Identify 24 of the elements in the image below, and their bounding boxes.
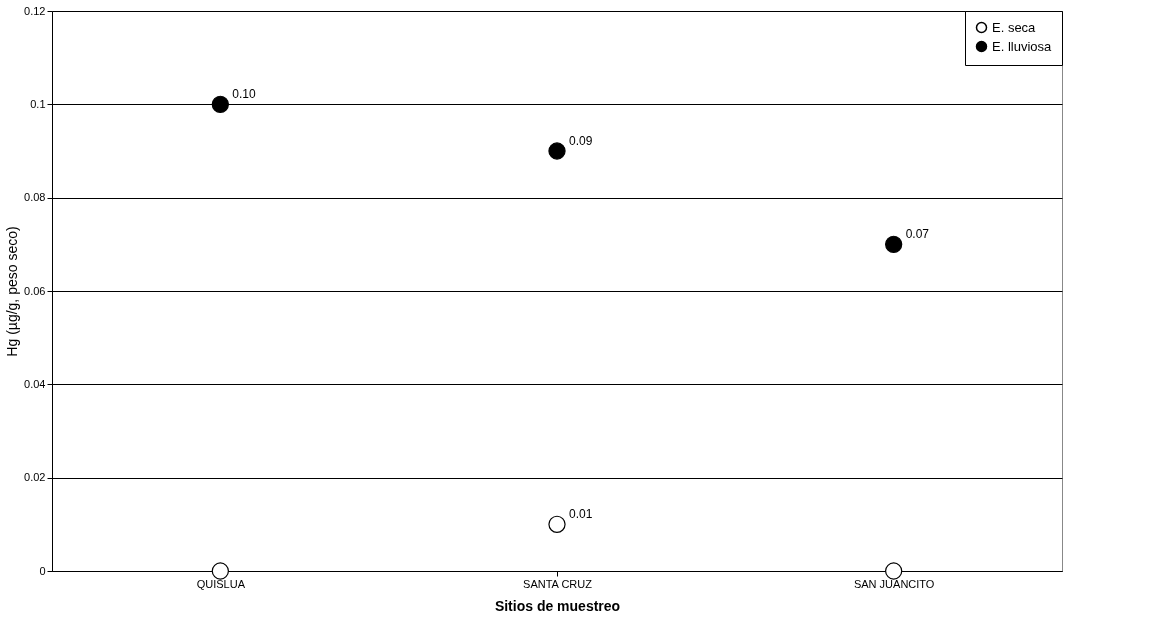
y-tick-label: 0 (39, 564, 46, 577)
data-label: 0.01 (569, 507, 593, 522)
point (548, 142, 566, 160)
y-tick-label: 0.04 (24, 377, 46, 390)
point (211, 95, 229, 113)
y-tick-label: 0.12 (24, 4, 46, 17)
y-tick-label: 0.08 (24, 191, 46, 204)
point (885, 562, 903, 580)
point (548, 515, 566, 533)
y-tick-label: 0.02 (24, 471, 46, 484)
x-axis-title: Sitios de muestreo (494, 597, 621, 614)
legend-label: E. seca (992, 19, 1037, 35)
y-tick-label: 0.06 (24, 284, 46, 297)
point (211, 562, 229, 580)
x-tick-label: SAN JUANCITO (853, 577, 935, 590)
point (885, 235, 903, 253)
y-axis-title: Hg (µg/g, peso seco) (4, 226, 21, 357)
data-label: 0.07 (905, 227, 930, 242)
y-tick-label: 0.1 (30, 97, 46, 110)
x-tick-label: QUISLUA (196, 577, 246, 590)
data-label: 0.10 (232, 87, 257, 102)
x-tick-label: SANTA CRUZ (523, 577, 593, 590)
legend-label: E. lluviosa (992, 38, 1053, 54)
data-label: 0.09 (569, 134, 593, 148)
